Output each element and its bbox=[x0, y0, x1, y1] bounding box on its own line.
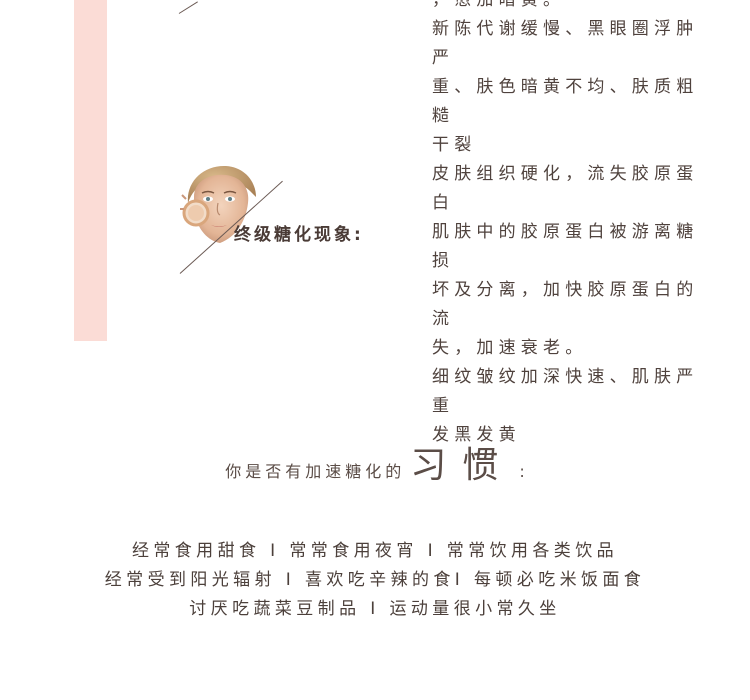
description-line: 发黑发黄 bbox=[432, 425, 521, 445]
face-illustration bbox=[180, 163, 260, 247]
description-line: 新陈代谢缓慢、黑眼圈浮肿严 bbox=[432, 19, 699, 68]
habit-heading-emphasis: 习惯 bbox=[410, 445, 515, 486]
diagonal-divider-top bbox=[178, 1, 198, 14]
habit-heading-suffix: : bbox=[519, 462, 525, 481]
habit-list: 经常食用甜食 I 常常食用夜宵 I 常常饮用各类饮品 经常受到阳光辐射 I 喜欢… bbox=[0, 537, 750, 624]
habit-heading: 你是否有加速糖化的 习惯 : bbox=[0, 436, 750, 488]
description-line: 坏及分离，加快胶原蛋白的流 bbox=[432, 280, 699, 329]
description-line: ，愈加暗黄。 bbox=[432, 0, 566, 10]
final-glycation-description: 皮肤组织硬化，流失胶原蛋白 肌肤中的胶原蛋白被游离糖损 坏及分离，加快胶原蛋白的… bbox=[432, 160, 712, 450]
description-line: 肌肤中的胶原蛋白被游离糖损 bbox=[432, 222, 699, 271]
description-line: 皮肤组织硬化，流失胶原蛋白 bbox=[432, 164, 699, 213]
description-line: 干裂 bbox=[432, 135, 477, 155]
description-line: 重、肤色暗黄不均、肤质粗糙 bbox=[432, 77, 699, 126]
habit-list-line: 讨厌吃蔬菜豆制品 I 运动量很小常久坐 bbox=[189, 599, 561, 619]
face-icon bbox=[180, 165, 256, 243]
section-label: 终级糖化现象: bbox=[234, 225, 364, 245]
description-line: 细纹皱纹加深快速、肌肤严重 bbox=[432, 367, 699, 416]
partial-description-block: ，愈加暗黄。 新陈代谢缓慢、黑眼圈浮肿严 重、肤色暗黄不均、肤质粗糙 干裂 bbox=[432, 0, 712, 160]
description-line: 失，加速衰老。 bbox=[432, 338, 588, 358]
habit-list-line: 经常食用甜食 I 常常食用夜宵 I 常常饮用各类饮品 bbox=[131, 541, 619, 561]
decorative-pink-bar bbox=[74, 0, 107, 341]
habit-heading-prefix: 你是否有加速糖化的 bbox=[225, 462, 406, 481]
habit-list-line: 经常受到阳光辐射 I 喜欢吃辛辣的食I 每顿必吃米饭面食 bbox=[104, 570, 646, 590]
